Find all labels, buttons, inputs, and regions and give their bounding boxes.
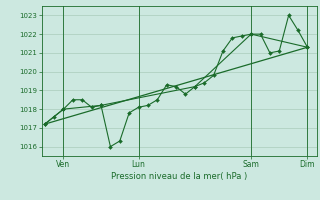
X-axis label: Pression niveau de la mer( hPa ): Pression niveau de la mer( hPa ) bbox=[111, 172, 247, 181]
